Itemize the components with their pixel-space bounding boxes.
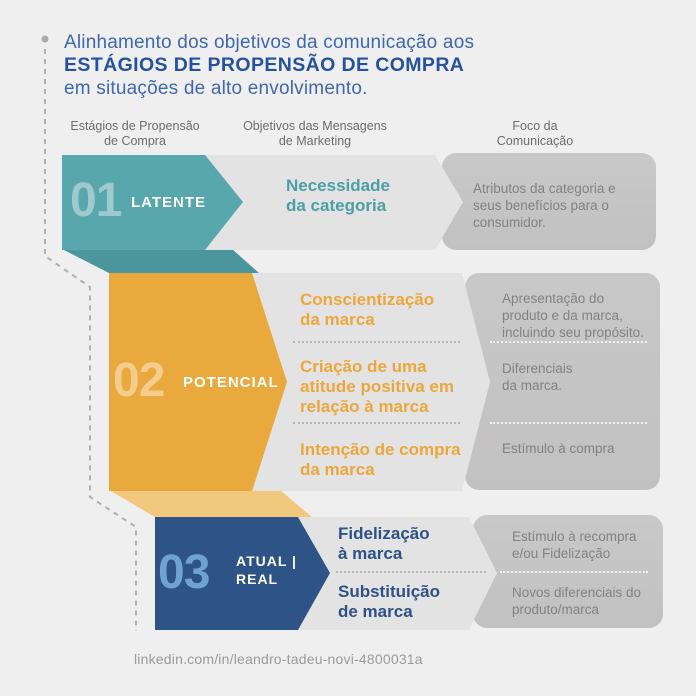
stage3-focus-separator bbox=[500, 571, 648, 573]
stage2-label: POTENCIAL bbox=[183, 374, 279, 391]
stage2-number: 02 bbox=[113, 354, 165, 407]
stage3-focus-1: Estímulo à recompra e/ou Fidelização bbox=[512, 529, 637, 561]
stage3-objective-1: Fidelização à marca bbox=[338, 524, 430, 563]
title-line-3: em situações de alto envolvimento. bbox=[64, 78, 368, 99]
page-title: Alinhamento dos objetivos da comunicação… bbox=[64, 31, 474, 100]
column-header-objectives: Objetivos das Mensagens de Marketing bbox=[243, 119, 387, 148]
stage2-objective-1: Conscientização da marca bbox=[300, 290, 435, 329]
stage3-focus-2: Novos diferenciais do produto/marca bbox=[512, 585, 642, 617]
stage2-objective-separator-1 bbox=[293, 341, 460, 343]
stage2-objective-3: Intenção de compra da marca bbox=[300, 440, 461, 479]
stage2-focus-separator-1 bbox=[490, 341, 647, 343]
stage2-objective-separator-2 bbox=[293, 422, 460, 424]
linkedin-profile-link[interactable]: linkedin.com/in/leandro-tadeu-novi-48000… bbox=[134, 651, 423, 667]
stage2-focus-separator-2 bbox=[490, 422, 647, 424]
stage1-number: 01 bbox=[70, 174, 122, 227]
stage2-focus-3: Estímulo à compra bbox=[502, 441, 615, 456]
connector-dot bbox=[41, 35, 49, 43]
stage2-focus-1: Apresentação do produto e da marca, incl… bbox=[502, 291, 644, 340]
stage2-objective-2: Criação de uma atitude positiva em relaç… bbox=[300, 357, 454, 416]
title-line-1: Alinhamento dos objetivos da comunicação… bbox=[64, 32, 475, 53]
stage2-focus-panel bbox=[465, 273, 660, 490]
column-header-focus: Foco da Comunicação bbox=[496, 119, 574, 148]
stage1-focus-panel bbox=[442, 153, 656, 250]
stage1-objective-text: Necessidade da categoria bbox=[286, 176, 390, 215]
stage3-objective-2: Substituição de marca bbox=[338, 582, 441, 621]
stage1-label: LATENTE bbox=[131, 194, 207, 211]
column-header-stages: Estágios de Propensão de Compra bbox=[70, 119, 200, 148]
stage2-focus-2: Diferenciais da marca. bbox=[502, 361, 573, 393]
title-line-2: ESTÁGIOS DE PROPENSÃO DE COMPRA bbox=[64, 54, 465, 76]
stage3-number: 03 bbox=[158, 546, 210, 599]
stage3-label: ATUAL | REAL bbox=[236, 553, 297, 587]
stage1-focus-text: Atributos da categoria e seus benefícios… bbox=[473, 181, 616, 230]
stage3-objective-separator bbox=[336, 571, 486, 573]
